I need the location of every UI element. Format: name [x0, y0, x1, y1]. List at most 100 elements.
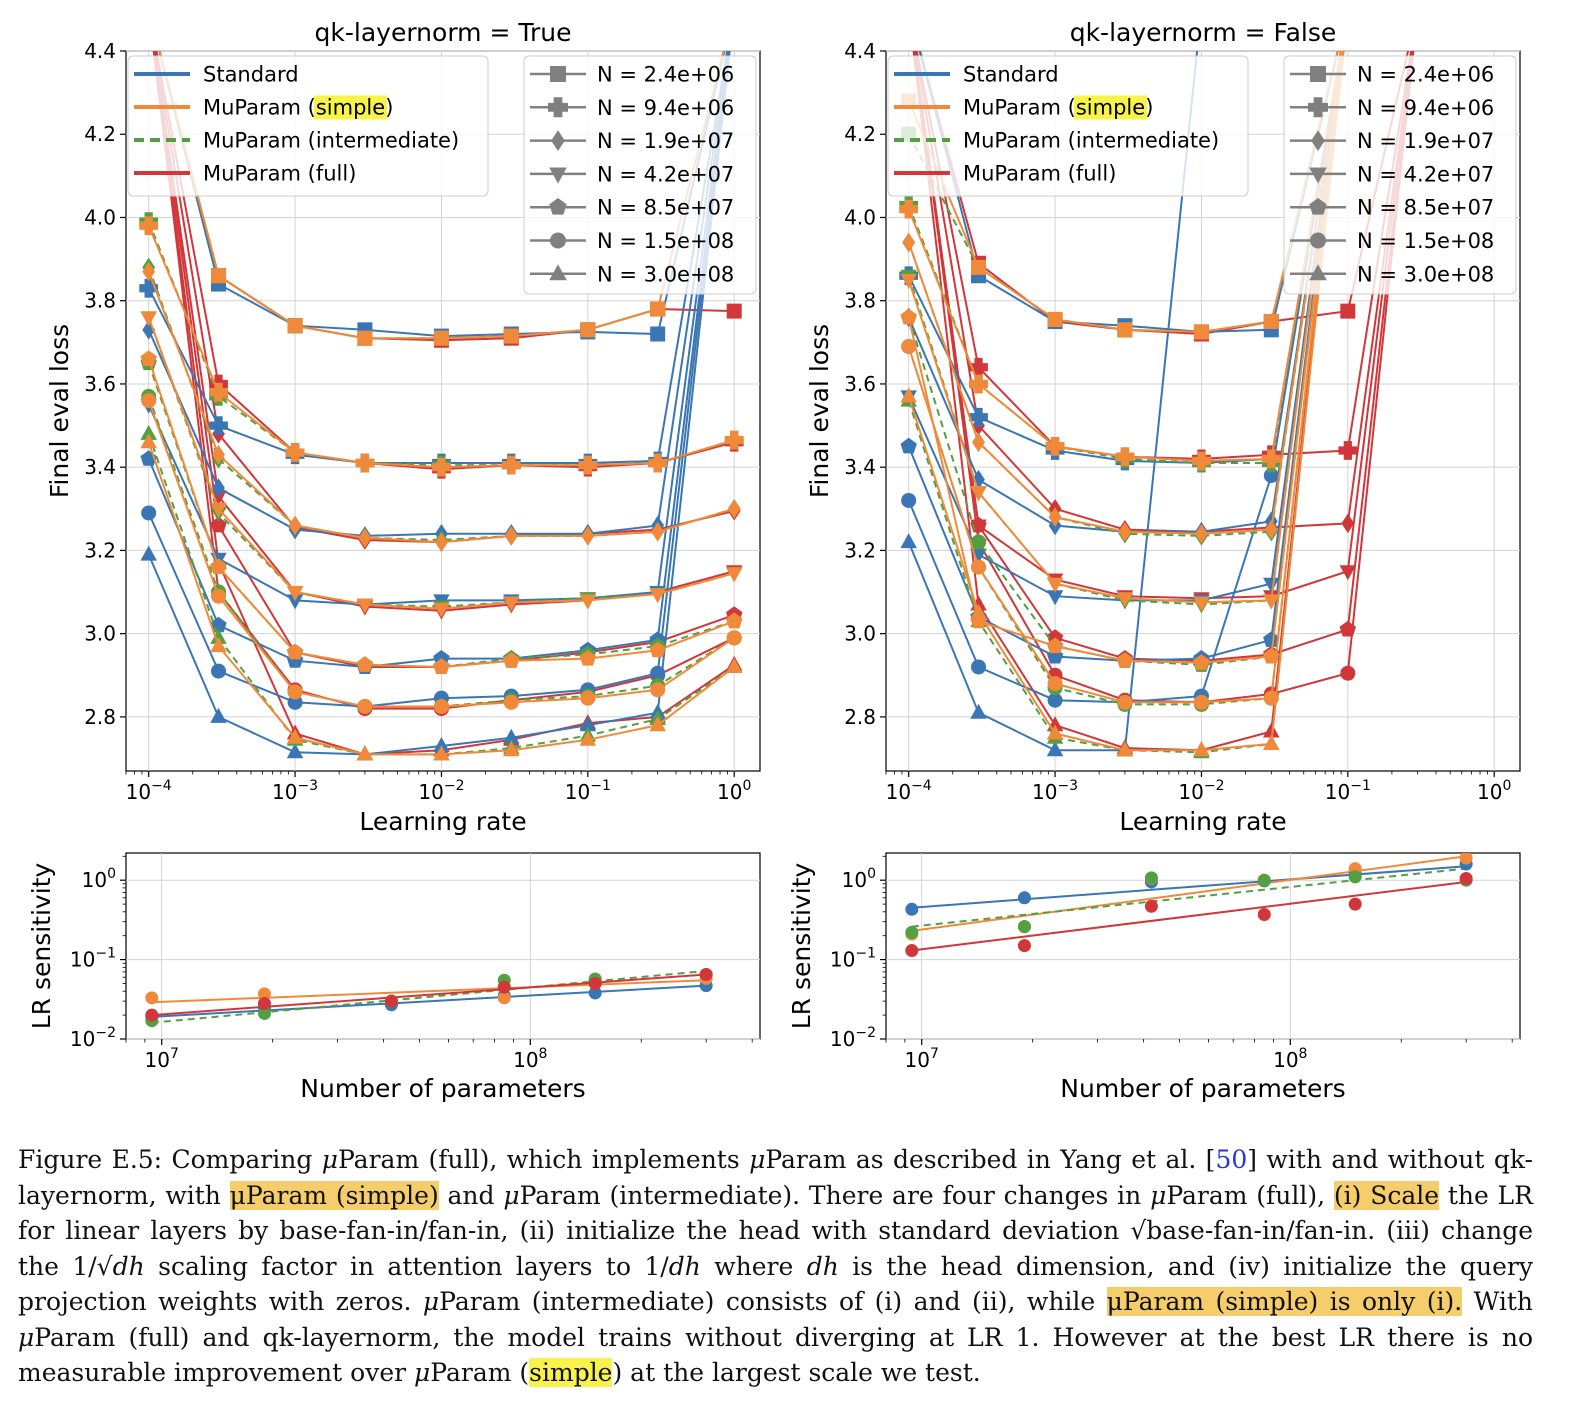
data-point: [209, 382, 228, 402]
legend-highlight: [313, 95, 388, 120]
data-point: [433, 737, 450, 753]
data-point: [1340, 3, 1357, 18]
y-tick-label: 10−1: [830, 946, 876, 972]
tick-exponent: 0: [867, 866, 876, 882]
data-point: [497, 980, 511, 994]
data-point: [1047, 676, 1063, 692]
tick-base: 10: [70, 1027, 95, 1051]
tick-exponent: 7: [170, 1046, 179, 1062]
data-point: [1261, 449, 1281, 469]
data-point: [433, 330, 449, 346]
tick-base: 10: [1325, 780, 1350, 804]
legend-highlight: [1073, 95, 1148, 120]
legend-label-highlight: simple: [316, 96, 385, 120]
data-point: [1340, 2, 1355, 17]
plot-area: [139, 2, 744, 761]
data-point: [433, 745, 450, 761]
data-point: [1348, 870, 1362, 884]
legend-marker: [1310, 66, 1326, 82]
data-point: [435, 532, 448, 552]
data-point: [1340, 2, 1355, 17]
tick-exponent: −3: [1057, 778, 1078, 794]
caption-text: where: [700, 1251, 807, 1281]
data-point: [257, 987, 271, 1001]
caption-mu: μ: [503, 1180, 520, 1210]
data-point: [212, 478, 225, 498]
y-tick-label: 3.8: [84, 289, 116, 313]
y-tick-label: 2.8: [84, 705, 116, 729]
data-point: [902, 232, 916, 253]
data-point: [433, 698, 449, 714]
data-point: [358, 528, 372, 548]
data-point: [142, 261, 156, 282]
data-point: [650, 301, 666, 317]
legend-label-part: MuParam (: [203, 96, 316, 120]
data-point: [1263, 314, 1279, 330]
data-point: [210, 637, 227, 653]
data-point: [1263, 594, 1280, 610]
data-point: [901, 338, 917, 354]
data-point: [356, 598, 374, 614]
x-tick-label: 10−2: [418, 778, 464, 804]
data-point: [1341, 0, 1354, 19]
data-point: [969, 357, 988, 377]
y-axis-label: Final eval loss: [45, 324, 74, 498]
tick-base: 10: [1273, 1048, 1298, 1072]
tick-base: 10: [842, 868, 867, 892]
data-point: [503, 328, 519, 344]
tick-base: 10: [272, 780, 297, 804]
data-point: [1116, 652, 1134, 668]
data-point: [1263, 722, 1280, 738]
caption-mu: μ: [749, 1145, 766, 1174]
data-point: [901, 2, 916, 17]
data-point: [579, 650, 596, 666]
loss-panel-qk-true: qk-layernorm = True Learning rate Final …: [45, 2, 761, 836]
data-point: [971, 559, 987, 575]
legend-marker: [550, 66, 566, 82]
data-point: [1348, 897, 1362, 911]
tick-exponent: −1: [95, 946, 116, 962]
data-point: [211, 268, 227, 284]
caption-text: Param (full), which implements: [337, 1145, 750, 1174]
legend-label: N = 9.4e+06: [597, 96, 734, 120]
caption-mu: μ: [1150, 1180, 1167, 1210]
data-point: [141, 505, 157, 521]
fit-line: [911, 865, 1467, 909]
data-point: [1410, 1, 1426, 17]
x-tick-label: 10−3: [272, 778, 318, 804]
data-point: [287, 684, 303, 700]
legend-marker: [1309, 167, 1327, 184]
caption-dh: dh: [806, 1251, 839, 1281]
data-point: [905, 925, 919, 939]
y-tick-label: 3.0: [84, 622, 116, 646]
data-point: [257, 1006, 271, 1020]
caption-text: Param (: [430, 1358, 530, 1387]
plot-area: [905, 853, 1473, 958]
y-tick-label: 4.0: [84, 205, 116, 229]
data-point: [141, 2, 156, 17]
data-point: [1263, 734, 1280, 750]
tick-exponent: −2: [855, 1025, 876, 1041]
legend-sizes: N = 2.4e+06 N = 9.4e+06 N = 1.9e+07 N = 4.2…: [523, 55, 757, 295]
legend-label: Standard: [963, 63, 1059, 87]
data-point: [141, 393, 157, 409]
data-point: [901, 1, 917, 17]
y-tick-label: 100: [842, 866, 876, 892]
data-point: [1340, 2, 1355, 17]
data-point: [900, 308, 917, 325]
legend-label: N = 1.9e+07: [1357, 129, 1494, 153]
x-axis-label: Number of parameters: [1060, 1074, 1345, 1103]
y-tick-label: 4.2: [844, 122, 876, 146]
x-tick-label: 10−2: [1178, 778, 1224, 804]
caption-text: Param as described in Yang et al. [: [765, 1145, 1216, 1174]
data-point: [139, 216, 159, 236]
data-point: [145, 991, 159, 1005]
legend-box: [1283, 55, 1517, 295]
caption-highlight: simple: [529, 1358, 613, 1387]
caption-text: Param (intermediate). There are four cha…: [519, 1180, 1151, 1210]
citation-link[interactable]: 50: [1215, 1145, 1248, 1174]
caption-text: is the head dimension, and (iv) initiali…: [18, 1251, 1533, 1317]
data-point: [651, 521, 665, 542]
figure: qk-layernorm = True Learning rate Final …: [27, 0, 1521, 1103]
tick-exponent: −4: [151, 778, 172, 794]
